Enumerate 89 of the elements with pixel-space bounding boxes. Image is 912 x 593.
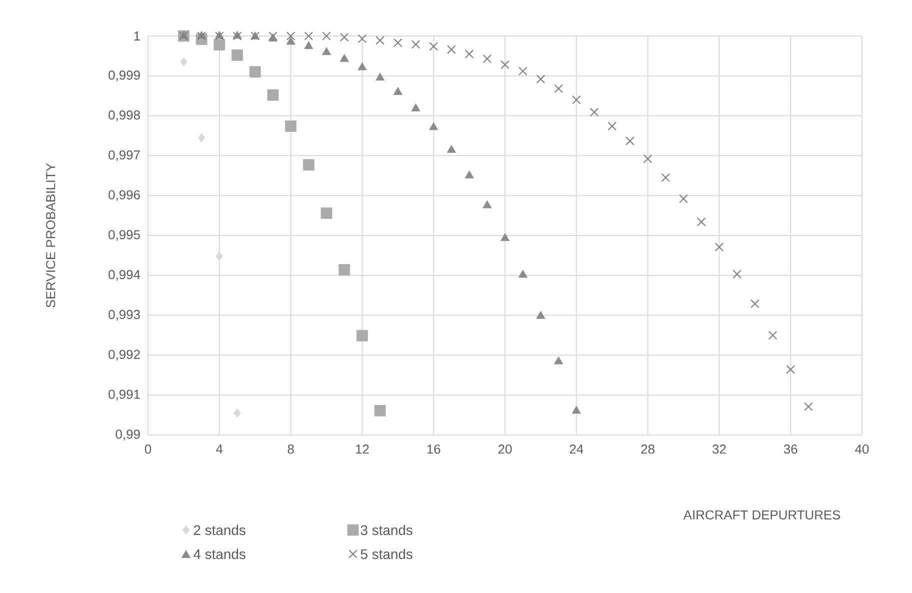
- x-tick-label: 16: [427, 444, 440, 454]
- point: [214, 39, 226, 50]
- legend-label: 5 stands: [360, 548, 412, 560]
- x-tick-label: 24: [570, 444, 584, 454]
- y-tick-label: 0,996: [108, 190, 140, 201]
- point: [180, 57, 188, 67]
- point: [232, 49, 243, 61]
- x-tick-label: 12: [356, 444, 369, 454]
- y-tick-label: 0,998: [108, 110, 140, 122]
- y-tick-label: 0,995: [108, 230, 140, 241]
- point: [429, 122, 438, 130]
- point: [374, 404, 386, 416]
- point: [376, 36, 384, 45]
- point: [518, 270, 528, 278]
- point: [358, 34, 367, 44]
- x-tick-label: 36: [784, 444, 798, 454]
- point: [696, 217, 706, 226]
- point: [482, 200, 492, 208]
- y-tick-label: 0,999: [108, 70, 140, 82]
- point: [267, 89, 279, 101]
- point: [518, 66, 528, 76]
- point: [340, 54, 349, 62]
- point: [554, 84, 563, 94]
- point: [590, 108, 599, 117]
- point: [356, 330, 368, 342]
- point: [320, 207, 332, 219]
- point: [661, 173, 670, 182]
- point: [338, 264, 350, 276]
- point: [464, 170, 474, 178]
- point: [411, 103, 420, 112]
- point: [732, 270, 742, 279]
- point: [358, 62, 367, 70]
- x-axis-title: AIRCRAFT DEPURTURES: [683, 510, 840, 520]
- point: [393, 87, 402, 95]
- x-tick-label: 32: [712, 444, 726, 454]
- point: [804, 402, 813, 412]
- point: [536, 310, 546, 319]
- point: [216, 252, 223, 261]
- point: [322, 32, 331, 40]
- point: [608, 122, 617, 131]
- point: [304, 32, 314, 40]
- y-tick-label: 1: [134, 32, 140, 40]
- legend-label: 2 stands: [194, 524, 246, 536]
- x-tick-label: 28: [641, 444, 654, 454]
- point: [376, 72, 385, 81]
- x-tick-label: 4: [216, 444, 223, 454]
- point: [714, 242, 724, 252]
- y-tick-label: 0,99: [116, 430, 140, 440]
- point: [643, 154, 652, 164]
- point: [768, 330, 778, 340]
- point: [679, 194, 688, 204]
- y-tick-label: 0,997: [108, 150, 140, 162]
- point: [249, 66, 261, 78]
- point: [411, 40, 420, 49]
- point: [302, 159, 314, 171]
- point: [429, 42, 438, 51]
- y-tick-label: 0,992: [108, 350, 140, 361]
- point: [234, 408, 241, 418]
- legend-label: 4 stands: [194, 548, 246, 560]
- point: [572, 95, 581, 104]
- y-tick-label: 0,993: [108, 310, 140, 321]
- point: [447, 45, 456, 54]
- point: [340, 32, 349, 42]
- point: [286, 36, 296, 45]
- x-tick-label: 40: [855, 444, 869, 454]
- point: [198, 133, 206, 142]
- point: [626, 136, 634, 146]
- point: [482, 54, 492, 64]
- point: [572, 406, 581, 414]
- point: [500, 60, 510, 70]
- point: [500, 233, 510, 241]
- point: [285, 120, 297, 132]
- point: [786, 365, 796, 374]
- legend-label: 3 stands: [360, 524, 412, 536]
- point: [286, 32, 296, 40]
- point: [446, 144, 456, 153]
- point: [393, 38, 402, 48]
- x-tick-label: 20: [498, 444, 512, 454]
- point: [554, 356, 564, 364]
- point: [464, 50, 474, 58]
- x-tick-label: 8: [288, 444, 294, 454]
- y-axis-title: SERVICE PROBABILITY: [46, 163, 56, 308]
- y-tick-label: 0,994: [108, 270, 140, 281]
- point: [304, 41, 314, 50]
- y-tick-label: 0,991: [108, 390, 140, 400]
- point: [536, 74, 546, 84]
- x-tick-label: 0: [144, 444, 152, 454]
- point: [322, 47, 332, 56]
- point: [750, 299, 760, 308]
